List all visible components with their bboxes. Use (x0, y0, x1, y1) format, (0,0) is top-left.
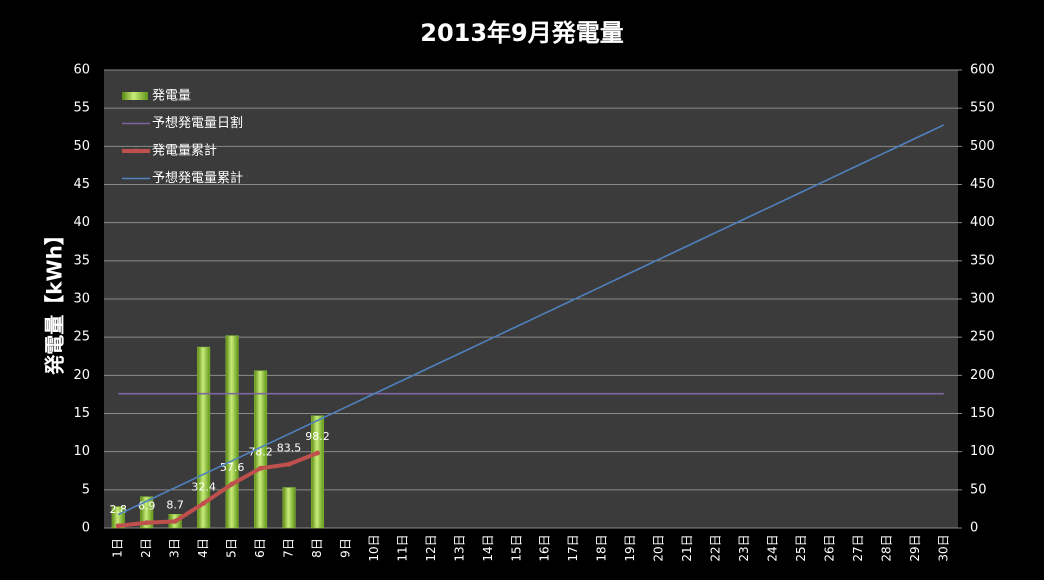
data-label: 98.2 (305, 430, 330, 443)
y2-tick-label: 550 (970, 101, 995, 116)
y2-tick-label: 350 (970, 253, 995, 268)
y-tick-label: 60 (73, 63, 90, 78)
y-tick-label: 45 (73, 177, 90, 192)
x-tick-label: 7日 (282, 538, 296, 558)
marker (201, 500, 207, 506)
data-label: 8.7 (166, 498, 184, 511)
legend-label: 予想発電量累計 (152, 170, 243, 186)
x-tick-label: 24日 (765, 534, 779, 561)
x-tick-label: 23日 (737, 534, 751, 561)
x-tick-label: 20日 (652, 534, 666, 561)
y2-tick-label: 400 (970, 215, 995, 230)
legend-swatch (122, 92, 148, 100)
y2-tick-label: 450 (970, 177, 995, 192)
bar (310, 415, 325, 529)
bar (282, 487, 296, 529)
x-tick-label: 21日 (680, 534, 694, 561)
bar (197, 346, 211, 529)
x-tick-label: 22日 (709, 534, 723, 561)
x-tick-label: 15日 (509, 534, 523, 561)
x-tick-label: 9日 (338, 538, 352, 558)
y2-tick-label: 250 (970, 330, 995, 345)
marker (144, 520, 150, 526)
marker (115, 523, 121, 529)
y-tick-label: 35 (73, 253, 90, 268)
y-tick-label: 25 (73, 330, 90, 345)
x-tick-label: 26日 (822, 534, 836, 561)
y2-tick-label: 50 (970, 482, 987, 497)
marker (315, 450, 320, 456)
x-tick-label: 25日 (794, 534, 808, 561)
chart-title: 2013年9月発電量 (420, 19, 624, 47)
legend-label: 予想発電量日割 (152, 115, 243, 131)
y-tick-label: 20 (73, 368, 90, 383)
y-tick-label: 15 (73, 406, 90, 421)
bar (225, 335, 239, 529)
bar (254, 370, 268, 529)
y2-tick-label: 150 (970, 406, 995, 421)
marker (258, 465, 264, 471)
x-tick-label: 17日 (566, 534, 580, 561)
x-tick-label: 8日 (310, 538, 324, 558)
line (118, 451, 319, 528)
x-tick-label: 5日 (225, 538, 239, 558)
x-tick-label: 27日 (851, 534, 865, 561)
data-label: 32.4 (191, 480, 216, 493)
x-tick-label: 12日 (424, 534, 438, 561)
x-tick-label: 28日 (879, 534, 893, 561)
legend-label: 発電量累計 (152, 143, 217, 159)
x-tick-label: 29日 (908, 534, 922, 561)
y2-tick-label: 200 (970, 368, 995, 383)
x-tick-label: 6日 (253, 538, 267, 558)
x-tick-label: 19日 (623, 534, 637, 561)
data-label: 57.6 (220, 461, 245, 474)
x-tick-label: 30日 (936, 534, 950, 561)
marker (286, 461, 292, 467)
y2-tick-label: 100 (970, 444, 995, 459)
x-tick-label: 1日 (111, 538, 125, 558)
x-tick-label: 2日 (139, 538, 153, 558)
y-tick-label: 50 (73, 139, 90, 154)
x-tick-label: 11日 (395, 534, 409, 561)
x-tick-label: 13日 (452, 534, 466, 561)
bar (140, 496, 154, 529)
legend-marker (133, 148, 139, 154)
x-tick-label: 4日 (196, 538, 210, 558)
data-label: 83.5 (277, 441, 302, 454)
y-tick-label: 30 (73, 292, 90, 307)
marker (229, 481, 235, 487)
y-tick-label: 40 (73, 215, 90, 230)
marker (172, 518, 178, 524)
y-tick-label: 0 (82, 521, 90, 536)
y2-tick-label: 500 (970, 139, 995, 154)
x-tick-label: 18日 (595, 534, 609, 561)
x-tick-label: 16日 (538, 534, 552, 561)
y2-tick-label: 0 (970, 521, 978, 536)
x-tick-label: 14日 (481, 534, 495, 561)
x-tick-label: 3日 (168, 538, 182, 558)
line (117, 124, 945, 516)
y-axis-label: 発電量【kWh】 (43, 225, 67, 376)
y2-tick-label: 600 (970, 63, 995, 78)
data-label: 78.2 (248, 445, 273, 458)
y-tick-label: 55 (73, 101, 90, 116)
x-tick-label: 10日 (367, 534, 381, 561)
y2-tick-label: 300 (970, 292, 995, 307)
legend-label: 発電量 (152, 89, 191, 104)
y-tick-label: 5 (82, 482, 90, 497)
y-tick-label: 10 (73, 444, 90, 459)
